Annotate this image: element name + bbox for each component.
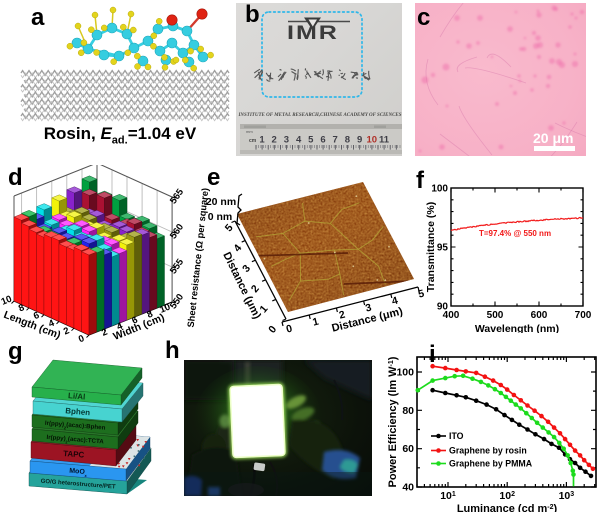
svg-text:TAPC: TAPC	[63, 449, 85, 460]
svg-text:IMR: IMR	[287, 22, 339, 43]
svg-text:1: 1	[311, 316, 320, 329]
svg-text:90: 90	[437, 302, 449, 313]
svg-text:2: 2	[272, 135, 277, 146]
svg-text:8: 8	[145, 309, 154, 321]
svg-text:Luminance (cd m-2): Luminance (cd m-2)	[457, 503, 558, 512]
svg-text:0: 0	[285, 323, 294, 336]
svg-text:4: 4	[47, 317, 57, 329]
svg-text:Distance (μm): Distance (μm)	[220, 250, 263, 321]
svg-text:80: 80	[402, 405, 414, 417]
svg-text:4: 4	[115, 320, 125, 332]
svg-text:8: 8	[17, 302, 26, 314]
svg-text:5: 5	[223, 222, 236, 234]
svg-text:20 nm: 20 nm	[206, 196, 236, 208]
svg-text:9: 9	[357, 135, 362, 146]
svg-text:600: 600	[531, 310, 548, 321]
svg-text:INSTITUTE OF METAL RESEARCH,CH: INSTITUTE OF METAL RESEARCH,CHINESE ACAD…	[237, 113, 401, 118]
svg-text:mm: mm	[246, 129, 253, 134]
svg-text:400: 400	[443, 310, 460, 321]
svg-text:7: 7	[333, 135, 338, 146]
svg-text:60: 60	[402, 443, 414, 455]
svg-text:0: 0	[266, 323, 279, 335]
svg-text:103: 103	[559, 490, 575, 502]
svg-text:8: 8	[345, 135, 350, 146]
svg-text:Graphene by rosin: Graphene by rosin	[449, 446, 527, 456]
svg-text:101: 101	[440, 490, 456, 502]
svg-text:3: 3	[364, 302, 373, 315]
svg-text:6: 6	[320, 135, 325, 146]
svg-text:100: 100	[431, 184, 448, 195]
svg-text:5: 5	[308, 135, 314, 146]
svg-text:2: 2	[62, 325, 71, 337]
svg-text:11: 11	[379, 135, 390, 146]
svg-text:Transmittance (%): Transmittance (%)	[425, 202, 437, 292]
svg-text:5: 5	[417, 288, 426, 301]
svg-text:4: 4	[391, 295, 400, 308]
svg-text:0: 0	[77, 333, 86, 345]
svg-text:MoOx: MoOx	[69, 468, 88, 478]
svg-text:Li/Al: Li/Al	[68, 391, 86, 401]
svg-text:40: 40	[402, 482, 414, 494]
svg-text:4: 4	[296, 135, 302, 146]
svg-text:ITO: ITO	[449, 431, 464, 441]
svg-text:cm: cm	[249, 138, 257, 144]
svg-text:95: 95	[437, 243, 449, 254]
svg-text:Bphen: Bphen	[65, 406, 91, 417]
svg-text:Wavelength (nm): Wavelength (nm)	[475, 323, 559, 333]
svg-text:4: 4	[231, 242, 244, 254]
svg-text:10: 10	[158, 302, 172, 316]
svg-text:700: 700	[575, 310, 592, 321]
svg-text:2: 2	[338, 309, 347, 322]
svg-text:100: 100	[396, 367, 414, 379]
svg-text:T=97.4% @ 550 nm: T=97.4% @ 550 nm	[479, 229, 551, 238]
svg-text:Power Efficiency (lm W-1): Power Efficiency (lm W-1)	[387, 356, 399, 487]
svg-text:500: 500	[487, 310, 504, 321]
svg-text:20 μm: 20 μm	[533, 130, 573, 146]
svg-text:0 nm: 0 nm	[208, 211, 233, 223]
svg-text:2: 2	[100, 327, 109, 339]
svg-text:6: 6	[130, 315, 139, 327]
svg-text:6: 6	[32, 310, 41, 322]
svg-text:3: 3	[284, 135, 289, 146]
svg-text:10: 10	[0, 294, 14, 308]
svg-text:1: 1	[259, 135, 265, 146]
svg-text:10: 10	[367, 135, 378, 146]
svg-text:102: 102	[499, 490, 515, 502]
svg-text:Graphene by PMMA: Graphene by PMMA	[449, 459, 533, 469]
